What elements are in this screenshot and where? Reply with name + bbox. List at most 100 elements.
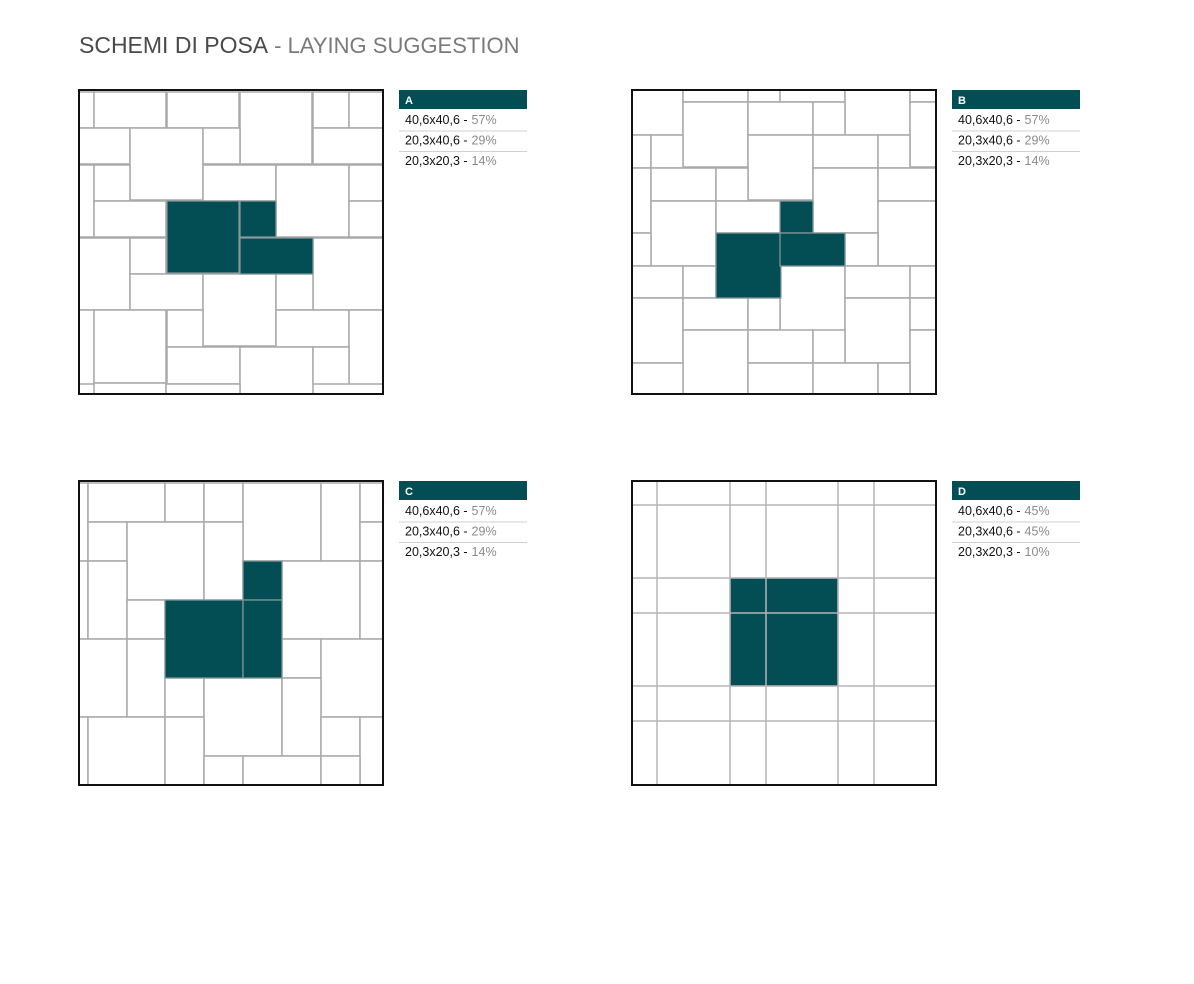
page-title: SCHEMI DI POSA - LAYING SUGGESTION <box>79 32 519 58</box>
tile <box>844 297 911 364</box>
tile-size: 20,3x20,3 - <box>405 154 468 168</box>
tile <box>79 164 95 238</box>
tile <box>126 521 205 601</box>
tile <box>779 265 846 332</box>
tile <box>320 755 361 785</box>
tile-share: 14% <box>1025 154 1050 168</box>
highlight-tile <box>164 599 244 679</box>
tile <box>242 755 322 785</box>
legend-row: 20,3x40,6 - 29% <box>405 134 497 148</box>
scheme-label: A <box>405 95 413 107</box>
tile <box>79 638 128 718</box>
tile <box>682 90 749 103</box>
tile <box>203 482 244 523</box>
tile <box>320 716 361 757</box>
tile <box>79 127 131 165</box>
tile-pattern <box>632 90 936 394</box>
tile <box>632 134 652 169</box>
tile <box>87 716 166 785</box>
tile <box>312 91 350 129</box>
tile <box>682 297 749 331</box>
tile <box>747 134 814 201</box>
tile <box>164 716 205 785</box>
tile <box>203 677 283 757</box>
tile <box>166 309 204 348</box>
tile <box>812 329 846 364</box>
tile <box>203 755 244 785</box>
tile <box>909 297 936 331</box>
tile <box>359 716 383 785</box>
tile <box>129 273 204 311</box>
tile-share: 14% <box>472 154 497 168</box>
tile-share: 45% <box>1025 525 1050 539</box>
highlight-tile <box>239 237 314 275</box>
tile-size: 20,3x40,6 - <box>958 525 1021 539</box>
tile <box>650 167 717 202</box>
tile <box>650 200 717 267</box>
tile-size: 20,3x20,3 - <box>958 545 1021 559</box>
tile <box>93 200 167 238</box>
tile <box>359 560 383 640</box>
frame <box>631 480 937 786</box>
tile <box>747 362 814 394</box>
legend-row: 40,6x40,6 - 57% <box>958 113 1050 127</box>
tile-share: 57% <box>1025 113 1050 127</box>
tile <box>93 91 167 129</box>
tile <box>747 297 781 331</box>
tile <box>79 716 89 785</box>
highlight-tile <box>239 200 277 238</box>
tile-pattern <box>632 481 936 785</box>
frame <box>78 480 384 786</box>
tile <box>87 521 128 562</box>
legend-header <box>952 90 1080 109</box>
scheme-panel: A 40,6x40,6 - 57% 20,3x40,6 - 29% 20,3x20,3 -… <box>78 89 527 395</box>
tile-pattern <box>79 481 383 785</box>
tile <box>909 90 936 103</box>
highlight-tile <box>715 232 782 299</box>
tile <box>312 346 350 385</box>
subtitle: - LAYING SUGGESTION <box>274 33 519 58</box>
tile <box>812 167 879 234</box>
tile <box>320 482 361 562</box>
tile <box>79 91 95 129</box>
tile <box>747 90 781 103</box>
tile <box>632 297 684 364</box>
tile <box>166 346 241 385</box>
tile <box>877 167 936 202</box>
tile-share: 29% <box>1025 134 1050 148</box>
highlight-tile <box>779 232 846 267</box>
legend-row: 20,3x40,6 - 45% <box>958 525 1050 539</box>
legend-row: 40,6x40,6 - 45% <box>958 504 1050 518</box>
legend-header <box>399 90 527 109</box>
tile <box>242 482 322 562</box>
legend-row: 40,6x40,6 - 57% <box>405 504 497 518</box>
tile <box>202 164 277 202</box>
scheme-label: D <box>958 486 966 498</box>
tile <box>348 91 383 129</box>
tile <box>129 127 204 201</box>
tile <box>79 560 89 640</box>
tile <box>682 329 749 394</box>
tile <box>165 383 241 394</box>
tile <box>632 232 652 267</box>
tile <box>812 101 846 136</box>
tile-size: 40,6x40,6 - <box>405 504 468 518</box>
legend-row: 20,3x20,3 - 14% <box>405 545 497 559</box>
tile <box>844 232 879 267</box>
tile <box>312 127 383 165</box>
frame <box>631 89 937 395</box>
scheme-panel: C 40,6x40,6 - 57% 20,3x40,6 - 29% 20,3x20,3 -… <box>78 480 527 786</box>
tile <box>281 638 322 679</box>
tile-share: 14% <box>472 545 497 559</box>
tile-size: 20,3x20,3 - <box>958 154 1021 168</box>
tile <box>682 265 717 299</box>
tile <box>844 265 911 299</box>
tile <box>275 309 350 348</box>
tile <box>202 273 277 347</box>
tile <box>877 134 911 169</box>
tile <box>166 91 240 129</box>
scheme-panel: D 40,6x40,6 - 45% 20,3x40,6 - 45% 20,3x20,3 -… <box>631 480 1080 786</box>
tile-share: 29% <box>472 134 497 148</box>
tile <box>79 309 95 385</box>
tile-share: 10% <box>1025 545 1050 559</box>
